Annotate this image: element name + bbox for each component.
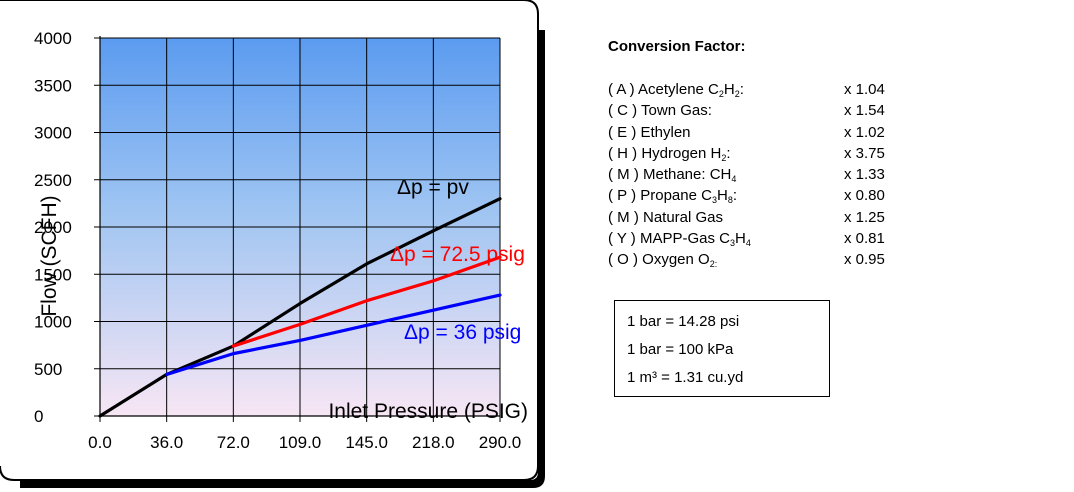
x-tick-label: 145.0 bbox=[345, 433, 388, 452]
factor-value: x 0.81 bbox=[844, 230, 885, 248]
x-tick-label: 0.0 bbox=[88, 433, 112, 452]
gas-name: ( M ) Methane: CH4 bbox=[608, 166, 737, 185]
conversion-factor-row: ( E ) Ethylen x 1.02 bbox=[608, 122, 928, 143]
conversion-factor-row: ( A ) Acetylene C2H2: x 1.04 bbox=[608, 79, 928, 100]
y-tick-label: 2000 bbox=[34, 218, 72, 237]
chart-panel: 0 500 1000 1500 2000 2500 3000 3500 4000 0.0 36.0 7… bbox=[0, 0, 545, 488]
factor-value: x 1.54 bbox=[844, 102, 885, 120]
conversion-factor-list: ( A ) Acetylene C2H2: x 1.04 ( C ) Town Ga… bbox=[608, 79, 928, 271]
unit-conversion-row: 1 m³ = 1.31 cu.yd bbox=[627, 369, 744, 386]
unit-conversion-row: 1 bar = 100 kPa bbox=[627, 341, 734, 358]
series-line-1 bbox=[231, 255, 502, 348]
y-tick-label: 4000 bbox=[34, 29, 72, 48]
conversion-factor-row: ( P ) Propane C3H8: x 0.80 bbox=[608, 185, 928, 206]
chart-text: 0 500 1000 1500 2000 2500 3000 3500 4000 0.0 36.0 7… bbox=[34, 29, 528, 452]
factor-value: x 1.25 bbox=[844, 208, 885, 226]
x-tick-label: 109.0 bbox=[279, 433, 322, 452]
x-tick-label: 218.0 bbox=[412, 433, 455, 452]
factor-value: x 3.75 bbox=[844, 144, 885, 162]
gas-name: ( A ) Acetylene C2H2: bbox=[608, 81, 744, 99]
conversion-factor-title: Conversion Factor: bbox=[608, 38, 746, 55]
series-lines bbox=[98, 197, 502, 418]
gas-name: ( M ) Natural Gas bbox=[608, 208, 724, 226]
factor-value: x 1.02 bbox=[844, 123, 885, 141]
gas-name: ( E ) Ethylen bbox=[608, 123, 691, 141]
y-axis-title: Flow (SCFH) bbox=[38, 195, 61, 316]
factor-value: x 0.80 bbox=[844, 187, 885, 205]
conversion-factor-row: ( C ) Town Gas: x 1.54 bbox=[608, 100, 928, 121]
flow-chart: 0 500 1000 1500 2000 2500 3000 3500 4000 0.0 36.0 7… bbox=[0, 0, 545, 488]
x-tick-label: 290.0 bbox=[479, 433, 522, 452]
unit-conversion-row: 1 bar = 14.28 psi bbox=[627, 313, 740, 330]
series-label-0: Δp = pv bbox=[397, 176, 469, 199]
conversion-factor-panel: Conversion Factor: ( A ) Acetylene C2H2:… bbox=[608, 38, 928, 271]
series-label-1: Δp = 72.5 psig bbox=[390, 243, 525, 266]
unit-conversion-box: 1 bar = 14.28 psi 1 bar = 100 kPa 1 m³ = 1… bbox=[614, 300, 830, 397]
y-tick-label: 0 bbox=[34, 407, 43, 426]
x-axis-title: Inlet Pressure (PSIG) bbox=[328, 400, 528, 423]
factor-value: x 0.95 bbox=[844, 251, 885, 269]
y-tick-label: 3500 bbox=[34, 76, 72, 95]
y-tick-label: 2500 bbox=[34, 171, 72, 190]
conversion-factor-row: ( O ) Oxygen O2: x 0.95 bbox=[608, 249, 928, 270]
y-tick-label: 1500 bbox=[34, 265, 72, 284]
y-tick-label: 500 bbox=[34, 360, 62, 379]
series-line-2 bbox=[165, 293, 502, 377]
gas-name: ( P ) Propane C3H8: bbox=[608, 187, 737, 206]
x-tick-label: 72.0 bbox=[217, 433, 250, 452]
conversion-factor-row: ( Y ) MAPP-Gas C3H4 x 0.81 bbox=[608, 228, 928, 249]
gas-name: ( C ) Town Gas: bbox=[608, 102, 712, 120]
factor-value: x 1.33 bbox=[844, 166, 885, 184]
y-tick-label: 3000 bbox=[34, 124, 72, 143]
gas-name: ( H ) Hydrogen H2: bbox=[608, 144, 731, 163]
gas-name: ( O ) Oxygen O2: bbox=[608, 251, 718, 270]
x-tick-label: 36.0 bbox=[150, 433, 183, 452]
y-tick-label: 1000 bbox=[34, 313, 72, 332]
factor-value: x 1.04 bbox=[844, 81, 885, 98]
conversion-factor-row: ( M ) Natural Gas x 1.25 bbox=[608, 207, 928, 228]
conversion-factor-row: ( H ) Hydrogen H2: x 3.75 bbox=[608, 143, 928, 164]
conversion-factor-row: ( M ) Methane: CH4 x 1.33 bbox=[608, 164, 928, 185]
gas-name: ( Y ) MAPP-Gas C3H4 bbox=[608, 230, 751, 249]
series-label-2: Δp = 36 psig bbox=[404, 321, 521, 344]
